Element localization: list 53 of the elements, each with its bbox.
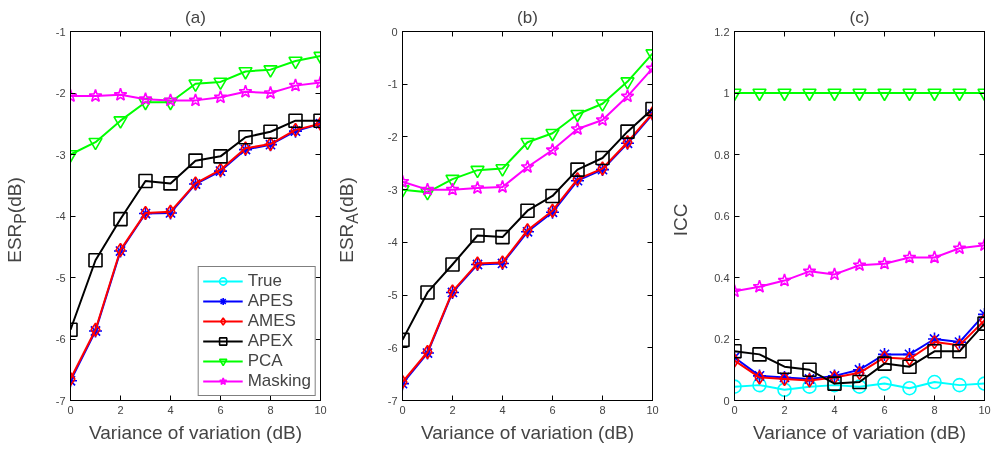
y-tick-label: -6 — [55, 333, 66, 345]
y-tick-label: -2 — [387, 130, 398, 143]
x-tick-label: 10 — [978, 403, 991, 416]
y-tick-label: -4 — [55, 210, 66, 222]
legend-label: PCA — [247, 351, 283, 371]
x-tick-label: 4 — [167, 403, 174, 416]
chart-title: (a) — [185, 7, 206, 27]
y-tick-label: 0.4 — [714, 271, 730, 284]
legend-label: APEX — [247, 331, 294, 351]
legend-label: AMES — [247, 311, 296, 331]
x-axis-title: Variance of variation (dB) — [421, 421, 634, 443]
y-tick-label: -5 — [55, 271, 66, 284]
x-tick-label: 4 — [499, 403, 506, 416]
y-tick-label: -5 — [387, 289, 398, 302]
y-tick-label: -4 — [387, 236, 398, 249]
x-tick-label: 6 — [881, 403, 888, 416]
x-axis-title: Variance of variation (dB) — [753, 421, 966, 443]
x-axis-title: Variance of variation (dB) — [89, 421, 302, 443]
x-tick-label: 10 — [646, 403, 659, 416]
legend-label: APES — [247, 291, 294, 311]
y-tick-label: -3 — [55, 148, 66, 161]
y-tick-label: -3 — [387, 183, 398, 196]
x-tick-label: 6 — [217, 403, 224, 416]
x-tick-label: 8 — [931, 403, 938, 416]
y-tick-label: 1.2 — [714, 25, 730, 38]
y-tick-label: 0 — [723, 394, 730, 407]
chart-title: (c) — [849, 7, 870, 27]
y-tick-label: 0.8 — [714, 148, 730, 161]
y-tick-label: -7 — [55, 394, 66, 407]
x-tick-label: 10 — [314, 403, 327, 416]
x-tick-label: 2 — [781, 403, 788, 416]
x-tick-label: 6 — [549, 403, 556, 416]
y-tick-label: -6 — [387, 341, 398, 354]
legend-label: Masking — [247, 371, 311, 391]
y-tick-label: 0.6 — [714, 210, 730, 222]
x-tick-label: 0 — [731, 403, 738, 416]
legend-label: True — [247, 271, 283, 291]
x-tick-label: 0 — [67, 403, 74, 416]
y-tick-label: 0 — [391, 25, 398, 38]
y-tick-label: -7 — [387, 394, 398, 407]
y-tick-label: 1 — [723, 87, 730, 99]
x-tick-label: 2 — [449, 403, 456, 416]
y-tick-label: 0.2 — [714, 333, 730, 345]
chart-title: (b) — [517, 7, 538, 27]
x-tick-label: 8 — [599, 403, 606, 416]
y-tick-label: -2 — [55, 87, 66, 99]
y-tick-label: -1 — [387, 78, 398, 91]
x-tick-label: 8 — [267, 403, 274, 416]
x-tick-label: 0 — [399, 403, 406, 416]
x-tick-label: 2 — [117, 403, 124, 416]
y-tick-label: -1 — [55, 25, 66, 38]
x-tick-label: 4 — [831, 403, 838, 416]
y-axis-title: ICC — [669, 203, 693, 237]
